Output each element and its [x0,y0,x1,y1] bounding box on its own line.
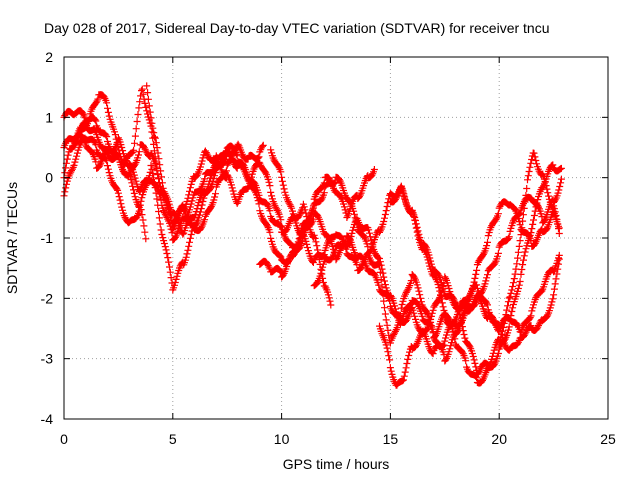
x-axis: 0 5 10 15 20 25 [60,57,616,447]
x-tick-label: 25 [600,431,616,447]
series-trace-11 [71,118,241,244]
y-axis: -4 -3 -2 -1 0 1 2 [41,49,608,427]
x-axis-label: GPS time / hours [283,456,390,472]
series-markers [376,149,563,389]
y-tick-label: 1 [45,109,53,125]
y-tick-label: -1 [41,230,54,246]
y-tick-label: -2 [41,290,54,306]
series-trace-10 [310,232,563,358]
x-tick-label: 5 [169,431,177,447]
x-tick-label: 15 [383,431,399,447]
x-tick-label: 10 [274,431,290,447]
y-tick-label: -4 [41,411,54,427]
y-tick-label: -3 [41,351,54,367]
y-tick-label: 2 [45,49,53,65]
y-tick-label: 0 [45,170,53,186]
series-trace-8 [376,149,563,389]
data-series [60,82,565,389]
x-tick-label: 0 [60,431,68,447]
series-markers [71,118,241,244]
chart-title: Day 028 of 2017, Sidereal Day-to-day VTE… [44,20,550,36]
y-axis-label: SDTVAR / TECUs [4,182,20,294]
series-markers [310,232,563,358]
x-tick-label: 20 [491,431,507,447]
